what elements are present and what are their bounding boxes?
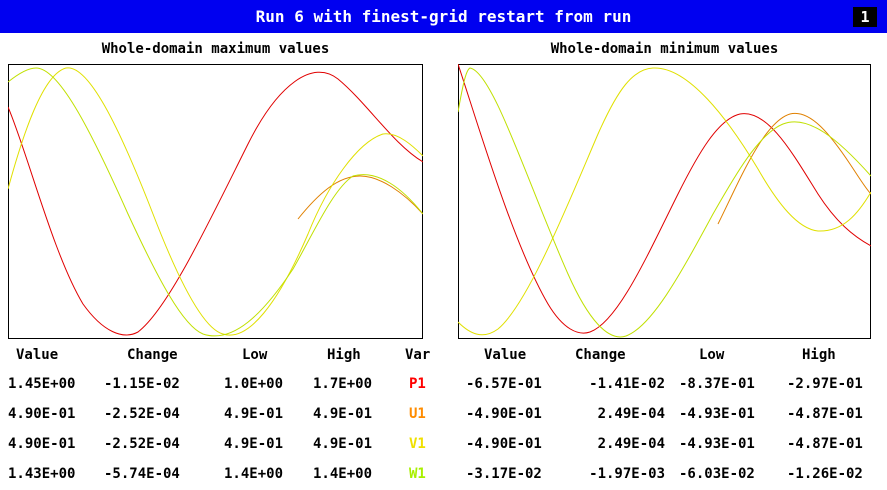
left-header-value: Value [16, 347, 59, 363]
left-cell-low: 1.4E+00 [224, 466, 284, 482]
right-cell-high: -1.26E-02 [787, 466, 863, 482]
min-curve-p1 [458, 64, 871, 334]
min-plot-frame [458, 64, 871, 339]
right-cell-change: 2.49E-04 [597, 436, 665, 452]
max-plot-title: Whole-domain maximum values [101, 41, 330, 57]
right-header-low: Low [699, 347, 725, 363]
left-cell-change: -5.74E-04 [104, 466, 180, 482]
left-cell-var-p1: P1 [409, 376, 426, 392]
left-cell-value: 1.43E+00 [8, 466, 76, 482]
left-cell-high: 4.9E-01 [313, 406, 373, 422]
right-cell-low: -6.03E-02 [679, 466, 755, 482]
right-cell-value: -4.90E-01 [466, 436, 542, 452]
right-cell-high: -4.87E-01 [787, 436, 863, 452]
right-cell-change: 2.49E-04 [597, 406, 665, 422]
left-cell-low: 4.9E-01 [224, 436, 284, 452]
right-header-change: Change [575, 347, 626, 363]
right-cell-low: -8.37E-01 [679, 376, 755, 392]
right-cell-change: -1.97E-03 [589, 466, 665, 482]
right-cell-value: -6.57E-01 [466, 376, 542, 392]
right-header-value: Value [484, 347, 527, 363]
left-cell-var-v1: V1 [409, 436, 426, 452]
max-values-plot [8, 64, 423, 339]
left-cell-low: 4.9E-01 [224, 406, 284, 422]
run-number-badge: 1 [853, 7, 877, 27]
right-cell-low: -4.93E-01 [679, 406, 755, 422]
right-cell-change: -1.41E-02 [589, 376, 665, 392]
min-plot-title: Whole-domain minimum values [550, 41, 779, 57]
left-header-high: High [327, 347, 361, 363]
left-header-change: Change [127, 347, 178, 363]
max-curve-w1 [8, 67, 423, 337]
left-cell-high: 1.4E+00 [313, 466, 373, 482]
right-cell-value: -4.90E-01 [466, 406, 542, 422]
left-cell-change: -2.52E-04 [104, 436, 180, 452]
left-header-var: Var [405, 347, 431, 363]
left-cell-high: 1.7E+00 [313, 376, 373, 392]
right-cell-value: -3.17E-02 [466, 466, 542, 482]
left-cell-value: 1.45E+00 [8, 376, 76, 392]
min-curve-v1 [458, 67, 871, 336]
max-plot-frame [8, 64, 423, 339]
left-header-low: Low [242, 347, 268, 363]
min-curve-w1 [458, 67, 871, 338]
max-curve-p1 [8, 71, 423, 336]
max-curve-v1 [8, 67, 423, 336]
window-title: Run 6 with finest-grid restart from run [255, 7, 632, 26]
left-cell-low: 1.0E+00 [224, 376, 284, 392]
max-curve-u1 [297, 175, 423, 220]
min-curve-u1 [717, 112, 871, 225]
left-cell-change: -2.52E-04 [104, 406, 180, 422]
right-cell-low: -4.93E-01 [679, 436, 755, 452]
right-header-high: High [802, 347, 836, 363]
left-cell-change: -1.15E-02 [104, 376, 180, 392]
left-cell-value: 4.90E-01 [8, 436, 76, 452]
min-values-plot [458, 64, 871, 339]
right-cell-high: -4.87E-01 [787, 406, 863, 422]
left-cell-var-u1: U1 [409, 406, 426, 422]
title-bar: Run 6 with finest-grid restart from run … [0, 0, 887, 33]
left-cell-var-w1: W1 [409, 466, 426, 482]
left-cell-high: 4.9E-01 [313, 436, 373, 452]
left-cell-value: 4.90E-01 [8, 406, 76, 422]
right-cell-high: -2.97E-01 [787, 376, 863, 392]
